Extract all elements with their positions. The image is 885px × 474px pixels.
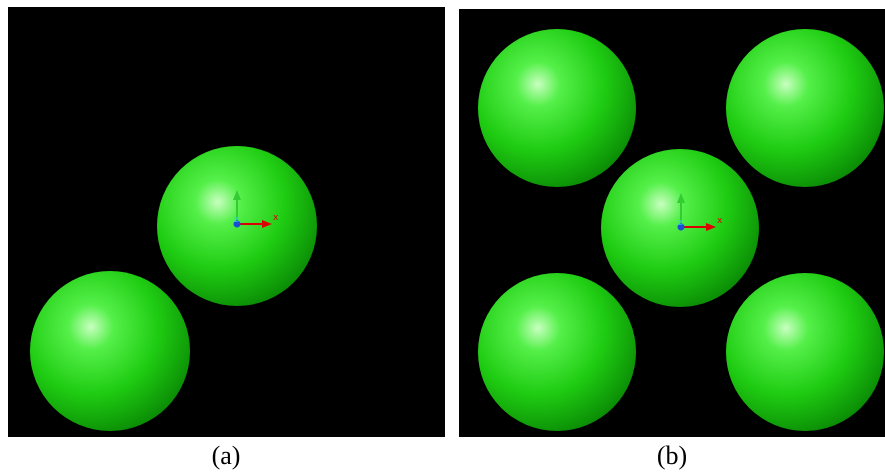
- caption: (b): [657, 441, 687, 470]
- axis-label: z: [234, 215, 239, 225]
- sphere: [478, 273, 636, 431]
- sphere: [726, 29, 884, 187]
- figure: x z (a) x z (b): [0, 0, 885, 474]
- sphere: [30, 271, 190, 431]
- axis-label: z: [678, 218, 683, 228]
- sphere: [726, 273, 884, 431]
- panel-a: x z (a): [8, 7, 445, 470]
- caption: (a): [212, 441, 241, 470]
- axis-label: x: [273, 213, 279, 223]
- sphere: [478, 29, 636, 187]
- axis-label: x: [717, 216, 723, 226]
- panel-b: x z (b): [459, 9, 885, 470]
